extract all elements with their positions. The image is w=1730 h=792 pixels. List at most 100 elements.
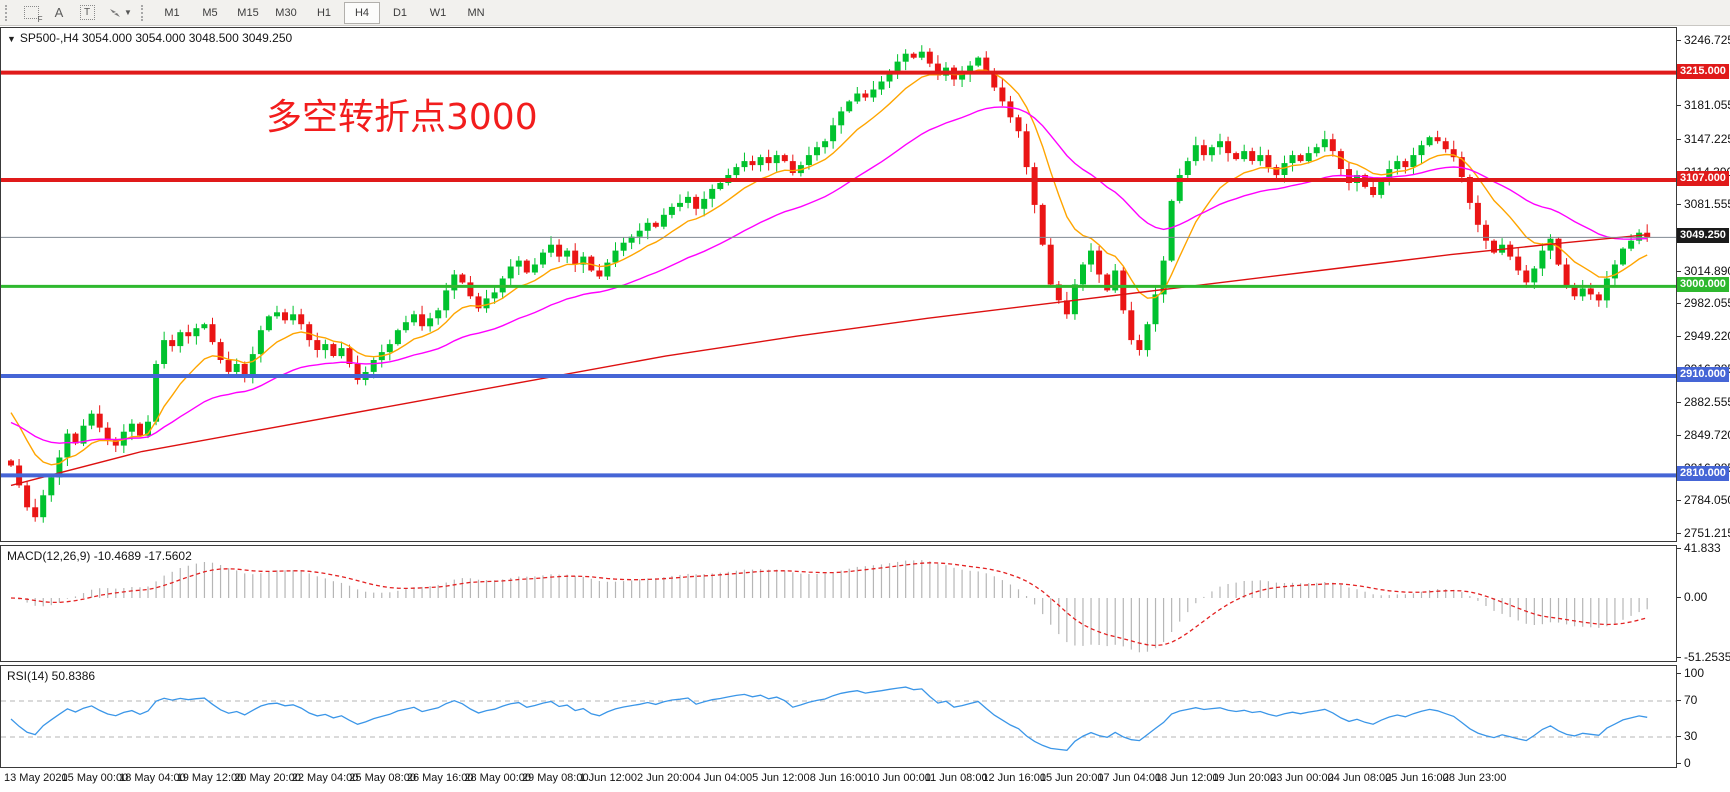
chart-text-annotation[interactable]: 多空转折点3000 — [266, 97, 538, 138]
axis-tick-mark — [1677, 597, 1681, 598]
x-axis-label: 26 May 16:00 — [406, 772, 474, 784]
price-axis-label: 3147.225 — [1684, 131, 1730, 146]
x-axis-label: 2 Jun 20:00 — [637, 772, 695, 784]
x-axis-label: 8 Jun 16:00 — [809, 772, 868, 784]
price-axis-label: 2982.055 — [1684, 296, 1730, 311]
x-axis-label: 28 May 00:00 — [464, 772, 532, 784]
x-axis-label: 1 Jun 12:00 — [579, 772, 638, 784]
freehand-grid-icon[interactable] — [18, 2, 44, 24]
rsi-chart[interactable] — [1, 666, 1676, 767]
axis-tick-mark — [1677, 500, 1681, 502]
price-axis-label: 3181.055 — [1684, 98, 1730, 113]
axis-tick-mark — [1677, 657, 1681, 659]
current-price-badge: 3049.250 — [1677, 228, 1729, 244]
x-axis-label: 12 Jun 16:00 — [982, 772, 1046, 784]
timeframe-group-handle[interactable] — [141, 4, 147, 21]
x-axis-label: 18 Jun 12:00 — [1155, 772, 1219, 784]
rsi-axis-label: 100 — [1684, 666, 1705, 680]
rsi-axis-label: 70 — [1684, 693, 1698, 707]
x-axis-label: 25 May 08:00 — [349, 772, 416, 784]
price-axis-label: 3014.890 — [1684, 263, 1730, 278]
main-price-chart-pane[interactable] — [0, 27, 1677, 542]
price-badge-3000.000: 3000.000 — [1677, 277, 1729, 293]
x-axis-label: 29 May 08:00 — [521, 772, 589, 784]
letter-a-icon: A — [54, 5, 64, 20]
price-axis-label: 2949.220 — [1684, 328, 1730, 343]
axis-tick-mark — [1677, 402, 1681, 404]
axis-tick-mark — [1677, 736, 1681, 737]
x-axis-label: 11 Jun 08:00 — [924, 772, 988, 784]
macd-indicator-pane[interactable] — [0, 545, 1677, 662]
macd-chart[interactable] — [1, 546, 1676, 661]
timeframe-button-group: M1 M5 M15 M30 H1 H4 D1 W1 MN — [153, 1, 495, 24]
axis-tick-mark — [1677, 700, 1681, 701]
price-axis-label: 2882.555 — [1684, 395, 1730, 410]
macd-indicator-label: MACD(12,26,9) -10.4689 -17.5602 — [7, 549, 192, 563]
price-axis-label: 3246.725 — [1684, 33, 1730, 47]
axis-tick-mark — [1677, 335, 1681, 337]
price-axis-label: 2849.720 — [1684, 427, 1730, 442]
x-axis-label: 13 May 2020 — [4, 772, 68, 784]
price-badge-2910.000: 2910.000 — [1677, 366, 1729, 382]
timeframe-button-m5[interactable]: M5 — [202, 6, 218, 19]
symbol-ohlc-text: SP500-,H4 3054.000 3054.000 3048.500 304… — [19, 31, 293, 45]
x-axis-label: 15 Jun 20:00 — [1039, 772, 1104, 784]
x-axis-label: 18 May 04:00 — [119, 772, 186, 784]
x-axis-label: 5 Jun 12:00 — [752, 772, 810, 784]
x-axis-label: 22 May 04:00 — [291, 772, 359, 784]
axis-tick-mark — [1677, 547, 1681, 549]
axis-tick-mark — [1677, 105, 1681, 107]
top-toolbar: A T ▼ M1 M5 M15 M30 H1 H4 D1 W1 MN — [0, 0, 1730, 26]
x-axis-label: 23 Jun 00:00 — [1270, 772, 1334, 784]
timeframe-button-d1[interactable]: D1 — [392, 6, 408, 19]
macd-axis-label: -51.2535 — [1684, 650, 1730, 665]
x-axis-label: 19 Jun 20:00 — [1212, 772, 1277, 784]
text-tool-button[interactable]: T — [74, 2, 100, 24]
price-badge-2810.000: 2810.000 — [1677, 466, 1729, 482]
axis-tick-mark — [1677, 434, 1681, 436]
timeframe-button-w1[interactable]: W1 — [429, 6, 447, 19]
x-axis-label: 4 Jun 04:00 — [694, 772, 753, 784]
price-axis-label: 2751.215 — [1684, 525, 1730, 540]
timeframe-button-m15[interactable]: M15 — [237, 6, 259, 19]
price-badge-3215.000: 3215.000 — [1677, 63, 1729, 79]
timeframe-button-m1[interactable]: M1 — [164, 6, 180, 19]
price-badge-3107.000: 3107.000 — [1677, 170, 1729, 186]
timeframe-button-m30[interactable]: M30 — [275, 6, 297, 19]
candlestick-chart[interactable] — [1, 28, 1676, 541]
rsi-axis-label: 0 — [1684, 756, 1691, 770]
text-label-tool-button[interactable]: A — [46, 2, 72, 24]
macd-axis-label: 0.00 — [1684, 590, 1708, 604]
axis-tick-mark — [1677, 763, 1681, 764]
toolbar-drag-handle[interactable] — [5, 4, 11, 21]
x-axis-label: 25 Jun 16:00 — [1385, 772, 1449, 784]
rsi-indicator-pane[interactable] — [0, 665, 1677, 768]
price-axis-label: 2784.050 — [1684, 493, 1730, 508]
double-arrow-icon — [110, 8, 121, 17]
timeframe-button-h1[interactable]: H1 — [316, 6, 332, 19]
x-axis-label: 19 May 12:00 — [176, 772, 244, 784]
chevron-down-icon: ▼ — [124, 8, 132, 17]
x-axis-label: 10 Jun 00:00 — [867, 772, 931, 784]
axis-tick-mark — [1677, 673, 1681, 674]
x-axis-label: 28 Jun 23:00 — [1442, 772, 1507, 784]
symbol-ohlc-line[interactable]: ▼ SP500-,H4 3054.000 3054.000 3048.500 30… — [7, 31, 292, 45]
boxed-t-icon: T — [79, 5, 95, 20]
x-axis-label: 20 May 20:00 — [234, 772, 301, 784]
timeframe-button-mn[interactable]: MN — [467, 6, 485, 19]
x-axis-label: 24 Jun 08:00 — [1327, 772, 1392, 784]
axis-tick-mark — [1677, 40, 1681, 41]
rsi-axis-label: 30 — [1684, 729, 1698, 743]
axis-tick-mark — [1677, 303, 1681, 305]
axis-tick-mark — [1677, 138, 1681, 140]
cursor-style-button[interactable]: ▼ — [102, 2, 138, 24]
macd-axis-label: 41.833 — [1684, 540, 1721, 555]
axis-tick-mark — [1677, 270, 1681, 272]
timeframe-button-h4[interactable]: H4 — [344, 1, 380, 24]
collapse-triangle-icon[interactable]: ▼ — [7, 34, 16, 44]
price-axis-label: 3081.555 — [1684, 197, 1730, 212]
axis-tick-mark — [1677, 204, 1681, 206]
x-axis-label: 15 May 00:00 — [61, 772, 129, 784]
axis-tick-mark — [1677, 532, 1681, 534]
